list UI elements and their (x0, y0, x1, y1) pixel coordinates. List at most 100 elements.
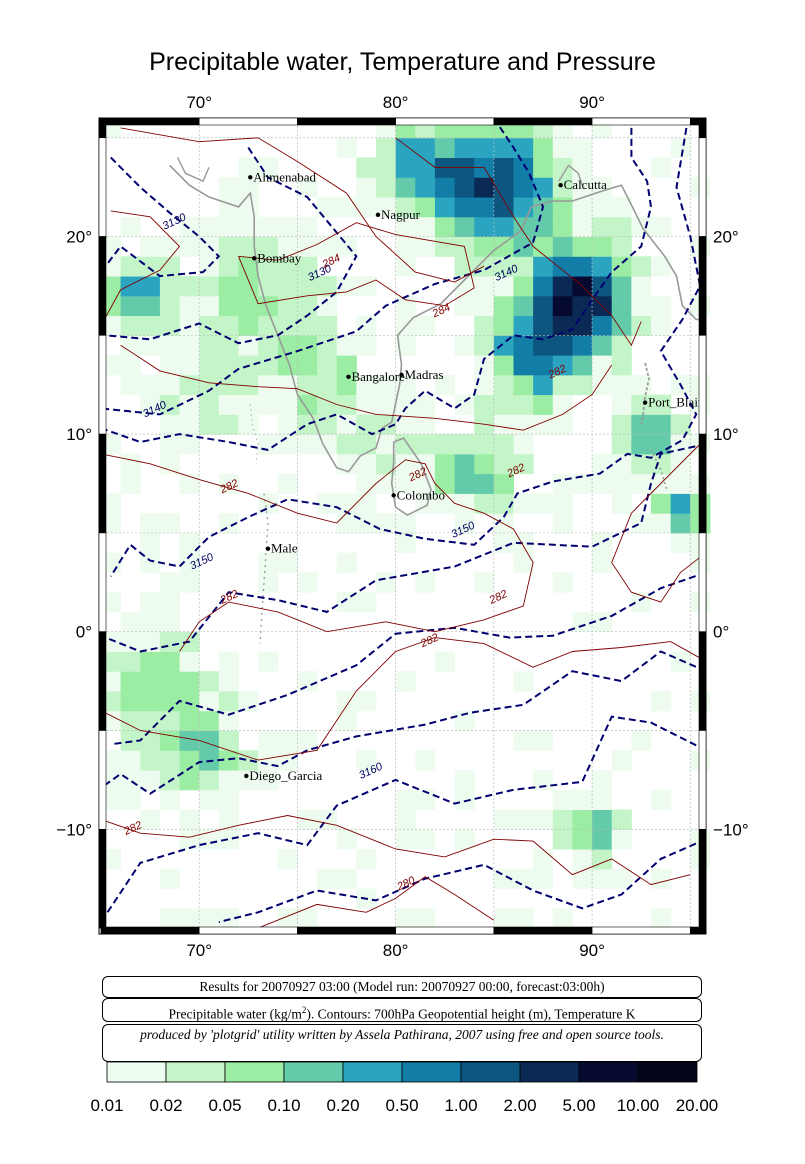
water-cell (159, 908, 181, 929)
water-cell (533, 374, 554, 396)
water-cell (395, 829, 416, 850)
city-label: Bombay (257, 250, 302, 265)
temperature-contour (100, 637, 707, 761)
water-cell (140, 770, 161, 791)
water-cell (454, 394, 475, 415)
water-cell (611, 335, 632, 356)
water-cell (454, 513, 475, 534)
legend-text-a: Precipitable water (kg/m (168, 1006, 302, 1022)
water-cell (493, 216, 514, 238)
water-cell (552, 414, 573, 435)
water-cell (474, 394, 495, 415)
border-segment (689, 926, 707, 935)
city-dot (251, 256, 257, 261)
water-cell (454, 493, 475, 514)
water-cell (336, 374, 357, 396)
water-cell (493, 473, 514, 494)
water-cell (434, 651, 456, 672)
water-cell (159, 710, 181, 731)
water-cell (199, 730, 220, 751)
water-cell (336, 236, 357, 257)
nicobar-islands (650, 449, 668, 490)
colorbar-swatch (637, 1061, 698, 1083)
geopotential-contour (100, 715, 707, 923)
water-cell (218, 789, 239, 811)
water-cell (356, 335, 377, 356)
city-dot (248, 175, 253, 180)
water-cell (336, 414, 357, 435)
water-cell (650, 315, 672, 336)
water-cell (474, 137, 495, 159)
water-cell (238, 394, 259, 415)
water-cell (493, 295, 514, 317)
water-cell (199, 908, 220, 929)
water-cell (199, 770, 220, 791)
water-cell (199, 315, 220, 336)
water-cell (140, 394, 161, 415)
water-cell (297, 256, 318, 277)
water-cell (552, 157, 573, 178)
water-cell (611, 197, 632, 218)
water-cell (650, 908, 672, 929)
lon-tick-label-top: 80° (383, 93, 409, 112)
water-cell (572, 315, 593, 336)
colorbar-label: 2.00 (503, 1096, 537, 1115)
water-cell (611, 276, 632, 297)
city-dot (399, 372, 404, 378)
water-cell (179, 394, 200, 415)
border-segment (98, 828, 107, 929)
temperature-contour (100, 453, 534, 652)
andaman-islands (640, 362, 650, 425)
water-cell (199, 374, 220, 396)
water-cell (258, 216, 279, 238)
water-cell (356, 690, 377, 712)
delta-rivers (558, 164, 583, 186)
water-cell (611, 434, 632, 455)
water-cell (474, 216, 495, 238)
water-cell (336, 276, 357, 297)
water-cell (454, 216, 475, 238)
water-cell (297, 236, 318, 257)
water-cell (356, 750, 377, 771)
border-segment (98, 532, 107, 633)
water-cell (572, 789, 593, 811)
water-cell (493, 414, 514, 435)
lat-tick-label-right: 20° (713, 228, 739, 247)
water-cell (159, 414, 181, 435)
water-cell (140, 690, 161, 712)
water-cell (356, 592, 377, 613)
water-cell (552, 137, 573, 159)
geopotential-contour (110, 571, 707, 746)
water-cell (395, 216, 416, 238)
water-cell (513, 868, 534, 890)
water-cell (415, 829, 436, 850)
border-segment (100, 926, 200, 935)
water-cell (140, 592, 161, 613)
water-cell (513, 315, 534, 336)
water-cell (375, 513, 397, 534)
water-cell (120, 216, 141, 238)
water-cell (454, 789, 475, 811)
water-cell (592, 868, 613, 890)
water-cell (533, 493, 554, 514)
water-cell (513, 276, 534, 297)
border-segment (395, 926, 495, 935)
city-dot (558, 182, 563, 188)
colorbar-swatch (283, 1061, 344, 1083)
water-cell (650, 493, 672, 514)
border-segment (98, 236, 107, 336)
water-cell (415, 197, 436, 218)
water-cell (238, 315, 259, 336)
water-cell (140, 631, 161, 652)
water-cell (179, 434, 200, 455)
city-label: Bangalore (351, 369, 405, 384)
water-cell (179, 750, 200, 771)
water-cell (238, 295, 259, 317)
border-segment (698, 137, 707, 237)
city-label: Diego_Garcia (249, 768, 322, 783)
water-cell (140, 552, 161, 573)
legend-text-sup: 2 (301, 1005, 307, 1015)
water-cell (159, 513, 181, 534)
water-cell (552, 216, 573, 238)
colorbar-swatch (106, 1061, 167, 1083)
